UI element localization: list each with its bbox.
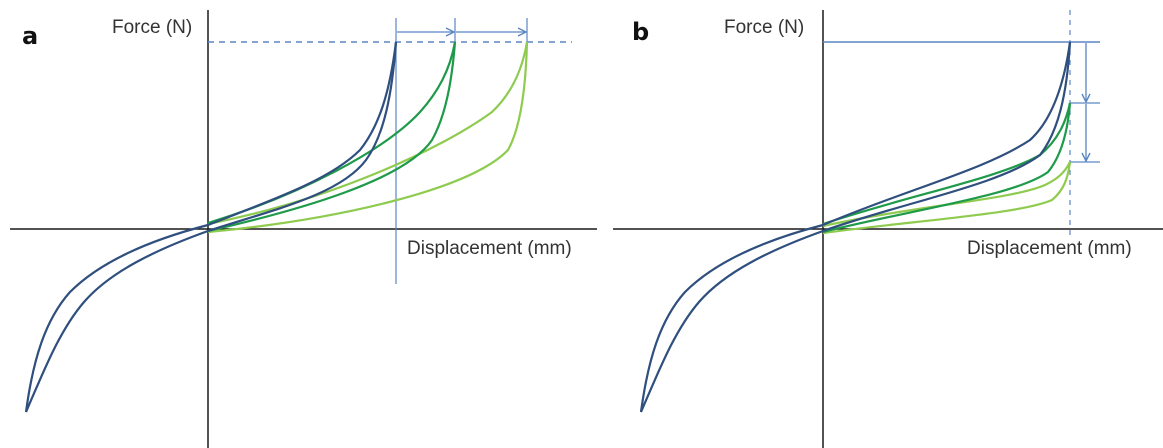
panel-b-dark-tail-lower [639, 229, 824, 413]
panel-b-letter: b [632, 18, 650, 46]
panel-a [10, 10, 597, 448]
panel-a-x-axis-label: Displacement (mm) [407, 238, 572, 259]
panel-b-y-axis-label: Force (N) [724, 17, 805, 38]
panel-b-dark-tail-upper [639, 223, 824, 413]
panel-a-letter: a [22, 22, 39, 50]
panel-b-dark-loop-upper [822, 41, 1072, 227]
panel-b-light-loop-upper [822, 161, 1071, 228]
panel-b-mid-loop-lower [822, 102, 1072, 234]
panel-a-light-loop-lower [207, 41, 529, 234]
panel-a-dark-tail-upper [24, 223, 209, 413]
panel-a-dark-loop-upper [207, 41, 398, 227]
panel-b-dark-loop-lower [822, 41, 1072, 233]
panel-b [613, 10, 1163, 448]
panel-a-light-loop-upper [207, 41, 529, 226]
panel-a-mid-loop-lower [207, 41, 457, 233]
panel-a-dark-tail-lower [24, 229, 209, 413]
panel-a-y-axis-label: Force (N) [112, 17, 193, 38]
panel-b-x-axis-label: Displacement (mm) [967, 238, 1132, 259]
panel-b-mid-loop-upper [822, 102, 1072, 226]
panel-a-dark-loop-lower [207, 41, 398, 233]
panel-b-light-loop-lower [822, 161, 1072, 235]
